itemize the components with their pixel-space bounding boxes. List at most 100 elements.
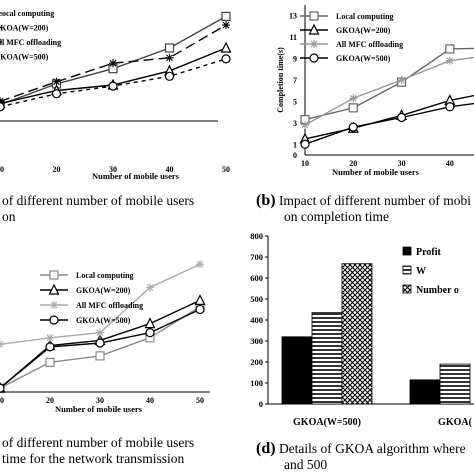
data-point — [349, 94, 358, 103]
caption-b-line2: on completion time — [284, 209, 389, 224]
data-point — [164, 71, 175, 81]
legend-swatch — [402, 265, 412, 275]
x-tick-label: 40 — [146, 396, 154, 405]
x-tick-label: GKOA( — [438, 417, 473, 428]
y-tick-label: 0 — [259, 399, 263, 409]
data-point — [348, 122, 358, 132]
y-tick-label: 800 — [250, 231, 263, 241]
y-tick-label: 400 — [250, 315, 263, 325]
legend-label: GKOA(W=500) — [336, 54, 391, 63]
series-line-2 — [0, 24, 227, 103]
data-point — [194, 294, 206, 306]
x-tick-label: GKOA(W=500) — [293, 417, 361, 428]
data-point — [95, 351, 105, 361]
x-axis-label: Number of mobile users — [332, 167, 420, 177]
bar-0 — [409, 379, 441, 405]
y-axis-label: Completion time(s) — [276, 47, 285, 113]
x-tick-label: 10 — [301, 159, 309, 168]
y-tick-label: 0 — [293, 151, 297, 160]
data-point — [300, 139, 310, 149]
x-tick-label: 50 — [196, 396, 204, 405]
bar-2 — [341, 263, 373, 405]
legend: Local computing GKOA(W=200) All MFC offloa… — [300, 11, 403, 63]
caption-d-letter: (d) — [256, 440, 276, 457]
chart-panel-c: 10 20 30 40 50 Number of mobile users Local co… — [0, 260, 210, 414]
y-tick-label: 500 — [250, 294, 263, 304]
y-tick-label: 100 — [250, 378, 263, 388]
data-point — [164, 43, 175, 53]
x-tick-label: 30 — [96, 396, 104, 405]
x-tick-label: 20 — [53, 165, 61, 174]
data-point — [0, 102, 5, 112]
data-point — [221, 11, 231, 21]
data-point — [144, 317, 156, 329]
bar-1 — [439, 363, 471, 405]
legend-marker — [309, 53, 319, 63]
legend-marker — [309, 11, 319, 21]
chart-panel-d: 0 100 200 300 400 500 600 700 800 GKOA(W=500) GKOA… — [250, 231, 474, 428]
legend-label: All MFC offloading — [336, 40, 403, 49]
data-point — [108, 81, 118, 91]
data-point — [221, 54, 231, 64]
legend-label: Local computing — [336, 12, 394, 21]
data-point — [145, 328, 155, 338]
data-point — [165, 53, 174, 62]
data-point — [95, 338, 105, 348]
legend-marker — [49, 315, 59, 325]
data-point — [96, 328, 104, 337]
legend-marker — [308, 23, 320, 35]
data-point — [195, 304, 205, 315]
data-point — [109, 59, 117, 68]
y-tick-label: 5 — [293, 97, 297, 106]
data-point — [301, 121, 309, 129]
y-tick-label: 200 — [250, 357, 263, 367]
x-tick-label: 20 — [349, 159, 357, 168]
y-tick-label: 1 — [293, 140, 297, 149]
series-line-2 — [304, 56, 474, 126]
caption-c-line2: time for the network transmission — [2, 451, 185, 466]
data-point — [348, 103, 358, 113]
data-point — [52, 77, 61, 86]
x-tick-label: 10 — [0, 396, 4, 405]
legend: -Local computing GKOA(W=200) All MFC offlo… — [0, 9, 61, 62]
chart-panel-a: 10 20 30 40 50 Number of mobile users -Local c… — [0, 9, 232, 181]
legend-label: All MFC offloading — [76, 301, 143, 310]
x-tick-label: 30 — [109, 165, 117, 174]
x-tick-label: 40 — [446, 159, 454, 168]
data-point — [45, 342, 55, 352]
x-tick-label: 20 — [46, 396, 54, 405]
caption-a: of different number of mobile users on — [2, 193, 194, 225]
caption-c: of different number of mobile users time… — [2, 435, 194, 467]
y-tick-label: 300 — [250, 336, 263, 346]
legend-marker — [49, 270, 59, 280]
x-tick-label: 10 — [0, 165, 4, 174]
caption-c-line1: of different number of mobile users — [2, 435, 195, 450]
caption-d-line1: Details of GKOA algorithm where — [278, 441, 466, 456]
caption-b: (b) Impact of different number of mobi o… — [256, 193, 471, 225]
legend-label: GKOA(W=200) — [0, 24, 49, 33]
legend-label: All MFC offloading — [0, 38, 61, 47]
data-point — [45, 357, 55, 367]
data-point — [220, 41, 232, 53]
y-tick-label: 600 — [250, 273, 263, 283]
bar-1 — [311, 312, 343, 405]
legend-marker — [48, 283, 60, 295]
x-tick-label: 50 — [222, 165, 230, 174]
legend-label: GKOA(W=500) — [0, 53, 49, 62]
data-point — [445, 56, 454, 65]
caption-a-line2: on — [2, 209, 16, 224]
y-tick-label: 3 — [293, 119, 297, 128]
legend-label: Profit — [416, 247, 441, 258]
x-axis-label: Number of mobile users — [55, 404, 143, 414]
data-point — [222, 21, 230, 30]
data-point — [146, 283, 154, 292]
data-point — [397, 76, 406, 84]
legend-label: GKOA(W=200) — [336, 26, 391, 35]
legend-swatch — [402, 284, 412, 294]
legend: Local computing GKOA(W=200) All MFC offloa… — [40, 270, 143, 325]
bar-0 — [281, 336, 313, 405]
data-point — [196, 260, 204, 269]
data-point — [0, 340, 4, 349]
